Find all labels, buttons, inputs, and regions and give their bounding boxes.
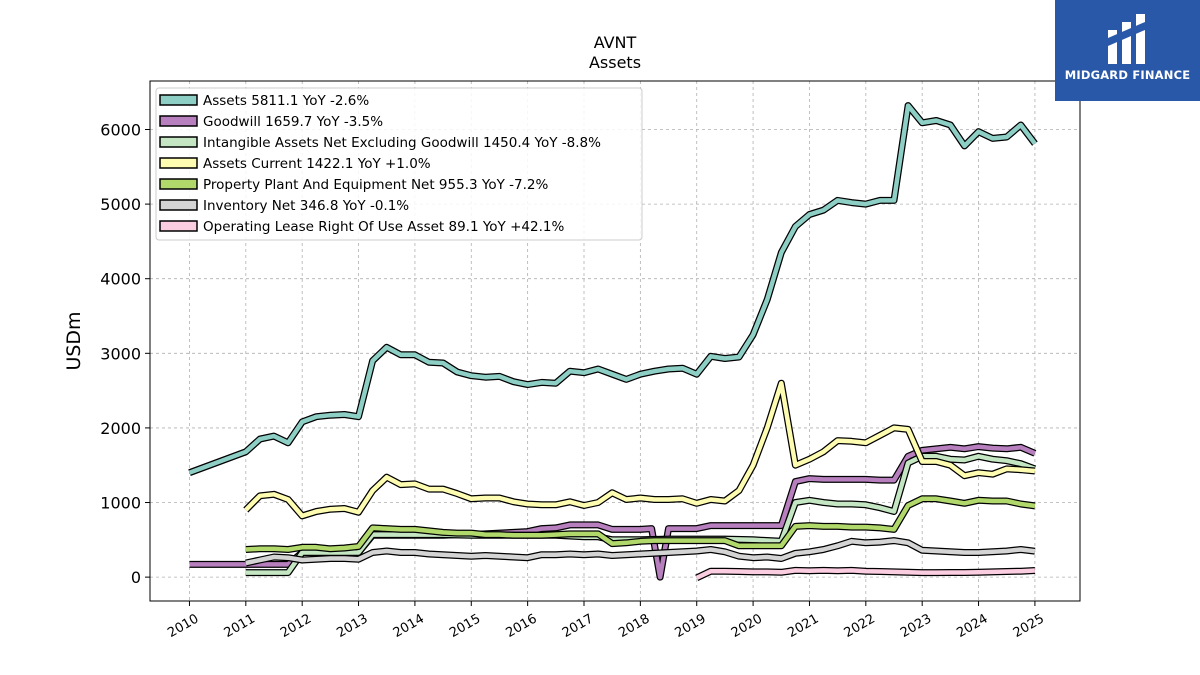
- legend-item: Assets 5811.1 YoY -2.6%: [159, 93, 369, 109]
- y-tick-label: 2000: [100, 419, 141, 438]
- brand-logo: MIDGARD FINANCE: [1055, 0, 1200, 101]
- midgard-logo-icon: [1108, 14, 1145, 64]
- x-tick-label: 2019: [673, 611, 709, 641]
- legend-label: Goodwill 1659.7 YoY -3.5%: [203, 114, 383, 130]
- legend-swatch: [159, 178, 198, 190]
- chart-subtitle: Assets: [589, 53, 641, 72]
- series-6: [695, 566, 1036, 582]
- grid-lines: [150, 81, 1080, 601]
- legend-item: Intangible Assets Net Excluding Goodwill…: [159, 135, 601, 151]
- x-tick-label: 2025: [1011, 611, 1047, 641]
- legend-label: Operating Lease Right Of Use Asset 89.1 …: [203, 219, 564, 235]
- y-tick-label: 3000: [100, 344, 141, 363]
- y-tick-label: 6000: [100, 120, 141, 139]
- legend-swatch: [159, 94, 198, 106]
- legend-label: Intangible Assets Net Excluding Goodwill…: [203, 135, 601, 151]
- series-lines: [188, 102, 1038, 582]
- legend-item: Assets Current 1422.1 YoY +1.0%: [159, 156, 431, 172]
- legend-label: Inventory Net 346.8 YoY -0.1%: [203, 198, 409, 214]
- x-tick-label: 2011: [222, 611, 258, 641]
- legend-item: Inventory Net 346.8 YoY -0.1%: [159, 198, 409, 214]
- legend-swatch: [159, 220, 198, 232]
- series-0: [188, 102, 1038, 476]
- y-tick-label: 5000: [100, 195, 141, 214]
- x-tick-label: 2016: [503, 611, 539, 641]
- series-5: [245, 537, 1036, 567]
- series-3: [243, 379, 1036, 520]
- series-line: [695, 568, 1036, 580]
- x-tick-label: 2022: [842, 611, 878, 641]
- legend: Assets 5811.1 YoY -2.6% Goodwill 1659.7 Y…: [155, 87, 643, 241]
- chart-title: AVNT: [594, 33, 637, 52]
- series-4: [245, 495, 1036, 553]
- series-line: [245, 538, 1036, 566]
- y-tick-label: 1000: [100, 494, 141, 513]
- x-tick-label: 2018: [616, 611, 652, 641]
- x-tick-label: 2017: [560, 611, 596, 641]
- y-tick-label: 0: [131, 568, 141, 587]
- legend-swatch: [159, 115, 198, 127]
- plot-frame: [149, 80, 1081, 602]
- legend-item: Goodwill 1659.7 YoY -3.5%: [159, 114, 383, 130]
- x-tick-label: 2010: [165, 611, 201, 641]
- y-axis-label: USDm: [63, 311, 85, 370]
- legend-label: Assets 5811.1 YoY -2.6%: [203, 93, 369, 109]
- x-axis-ticks: 2010 2011 2012 2013 2014 2015 2016 2017 2018 2019…: [165, 601, 1047, 641]
- brand-name: MIDGARD FINANCE: [1064, 68, 1191, 82]
- x-tick-label: 2014: [391, 611, 427, 641]
- x-tick-label: 2015: [447, 611, 483, 641]
- legend-box: [155, 87, 643, 241]
- y-axis-ticks: 0 1000 2000 3000 4000 5000 6000: [100, 120, 150, 587]
- x-tick-label: 2013: [334, 611, 370, 641]
- legend-label: Assets Current 1422.1 YoY +1.0%: [203, 156, 431, 172]
- legend-swatch: [159, 136, 198, 148]
- legend-swatch: [159, 199, 198, 211]
- series-line: [188, 103, 1037, 475]
- legend-swatch: [159, 157, 198, 169]
- x-tick-label: 2023: [898, 611, 934, 641]
- legend-label: Property Plant And Equipment Net 955.3 Y…: [203, 177, 548, 193]
- x-tick-label: 2024: [954, 611, 990, 641]
- series-line: [245, 496, 1036, 552]
- legend-item: Operating Lease Right Of Use Asset 89.1 …: [159, 219, 564, 235]
- legend-item: Property Plant And Equipment Net 955.3 Y…: [159, 177, 548, 193]
- y-tick-label: 4000: [100, 270, 141, 289]
- x-tick-label: 2020: [729, 611, 765, 641]
- series-line: [244, 380, 1036, 519]
- x-tick-label: 2012: [278, 611, 314, 641]
- x-tick-label: 2021: [785, 611, 821, 641]
